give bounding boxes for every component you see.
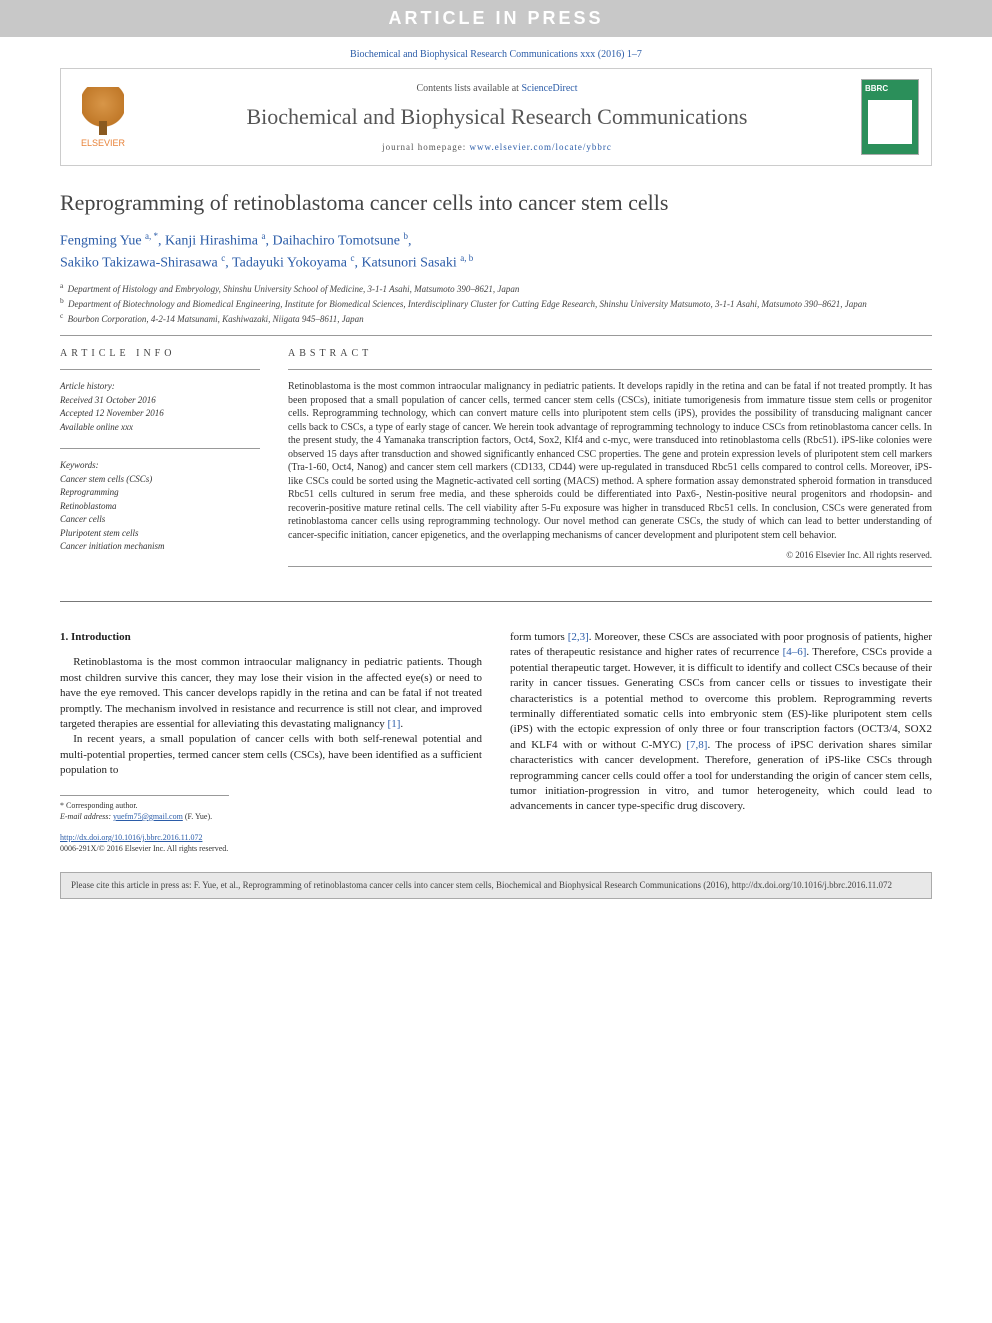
- author-mark: a, *: [145, 231, 158, 241]
- author: Daihachiro Tomotsune: [272, 234, 399, 249]
- publisher-name: ELSEVIER: [73, 138, 133, 148]
- keyword: Cancer stem cells (CSCs): [60, 473, 260, 487]
- contents-line: Contents lists available at ScienceDirec…: [133, 83, 861, 94]
- abstract-copyright: © 2016 Elsevier Inc. All rights reserved…: [288, 550, 932, 560]
- article-history: Article history: Received 31 October 201…: [60, 380, 260, 434]
- sciencedirect-link[interactable]: ScienceDirect: [521, 83, 577, 94]
- top-citation: Biochemical and Biophysical Research Com…: [0, 49, 992, 60]
- author-mark: b: [403, 231, 408, 241]
- abstract-text: Retinoblastoma is the most common intrao…: [288, 380, 932, 542]
- article-in-press-banner: ARTICLE IN PRESS: [0, 0, 992, 37]
- para-text: In recent years, a small population of c…: [60, 733, 482, 776]
- publisher-logo: ELSEVIER: [73, 87, 133, 148]
- divider: [60, 335, 932, 336]
- author-email-link[interactable]: yuefm75@gmail.com: [113, 812, 183, 821]
- article-title: Reprogramming of retinoblastoma cancer c…: [60, 190, 932, 216]
- please-cite-box: Please cite this article in press as: F.…: [60, 872, 932, 899]
- para-text: Retinoblastoma is the most common intrao…: [60, 656, 482, 730]
- header-center: Contents lists available at ScienceDirec…: [133, 83, 861, 152]
- abstract-column: ABSTRACT Retinoblastoma is the most comm…: [288, 348, 932, 577]
- affil-mark: b: [60, 296, 64, 305]
- keyword: Reprogramming: [60, 486, 260, 500]
- para-text: form tumors [2,3]. Moreover, these CSCs …: [510, 631, 932, 812]
- body-paragraph: form tumors [2,3]. Moreover, these CSCs …: [510, 630, 932, 815]
- doi-link[interactable]: http://dx.doi.org/10.1016/j.bbrc.2016.11…: [60, 833, 202, 842]
- corresponding-label: * Corresponding author.: [60, 800, 482, 811]
- homepage-link[interactable]: www.elsevier.com/locate/ybbrc: [470, 142, 612, 152]
- author-mark: c: [350, 253, 354, 263]
- affiliation: Department of Biotechnology and Biomedic…: [68, 299, 867, 309]
- history-item: Accepted 12 November 2016: [60, 407, 260, 421]
- history-item: Available online xxx: [60, 421, 260, 435]
- author: Katsunori Sasaki: [361, 255, 456, 270]
- history-label: Article history:: [60, 380, 260, 394]
- author-mark: a: [261, 231, 265, 241]
- article-info-heading: ARTICLE INFO: [60, 348, 260, 359]
- divider: [288, 566, 932, 567]
- homepage-line: journal homepage: www.elsevier.com/locat…: [133, 142, 861, 152]
- email-label: E-mail address:: [60, 812, 113, 821]
- keywords-block: Keywords: Cancer stem cells (CSCs) Repro…: [60, 459, 260, 554]
- keyword: Retinoblastoma: [60, 500, 260, 514]
- affiliation: Department of Histology and Embryology, …: [68, 284, 520, 294]
- keyword: Cancer initiation mechanism: [60, 540, 260, 554]
- affil-mark: a: [60, 281, 63, 290]
- author: Sakiko Takizawa-Shirasawa: [60, 255, 218, 270]
- author-mark: a, b: [460, 253, 473, 263]
- abstract-heading: ABSTRACT: [288, 348, 932, 359]
- affiliation: Bourbon Corporation, 4-2-14 Matsunami, K…: [68, 314, 364, 324]
- left-column: 1. Introduction Retinoblastoma is the mo…: [60, 630, 482, 854]
- author: Tadayuki Yokoyama: [232, 255, 347, 270]
- affil-mark: c: [60, 311, 63, 320]
- corresponding-footnote: * Corresponding author. E-mail address: …: [60, 800, 482, 822]
- journal-header: ELSEVIER Contents lists available at Sci…: [60, 68, 932, 166]
- history-item: Received 31 October 2016: [60, 394, 260, 408]
- authors-list: Fengming Yue a, *, Kanji Hirashima a, Da…: [60, 230, 932, 273]
- author: Kanji Hirashima: [165, 234, 258, 249]
- doi-footnote: http://dx.doi.org/10.1016/j.bbrc.2016.11…: [60, 832, 482, 854]
- section-divider: [60, 601, 932, 602]
- journal-title: Biochemical and Biophysical Research Com…: [133, 104, 861, 130]
- contents-label: Contents lists available at: [416, 83, 521, 94]
- author-mark: c: [221, 253, 225, 263]
- affiliations: a Department of Histology and Embryology…: [60, 281, 932, 325]
- keyword: Cancer cells: [60, 513, 260, 527]
- keywords-label: Keywords:: [60, 459, 260, 473]
- journal-cover-thumbnail: [861, 79, 919, 155]
- elsevier-tree-icon: [82, 87, 124, 135]
- homepage-label: journal homepage:: [382, 142, 469, 152]
- author: Fengming Yue: [60, 234, 142, 249]
- right-column: form tumors [2,3]. Moreover, these CSCs …: [510, 630, 932, 854]
- article-info-column: ARTICLE INFO Article history: Received 3…: [60, 348, 260, 577]
- body-paragraph: In recent years, a small population of c…: [60, 732, 482, 778]
- body-paragraph: Retinoblastoma is the most common intrao…: [60, 655, 482, 732]
- intro-heading: 1. Introduction: [60, 630, 482, 645]
- divider: [288, 369, 932, 370]
- email-paren: (F. Yue).: [183, 812, 212, 821]
- divider: [60, 448, 260, 449]
- footnote-rule: [60, 795, 229, 796]
- body-two-column: 1. Introduction Retinoblastoma is the mo…: [60, 630, 932, 854]
- issn-line: 0006-291X/© 2016 Elsevier Inc. All right…: [60, 844, 228, 853]
- keyword: Pluripotent stem cells: [60, 527, 260, 541]
- divider: [60, 369, 260, 370]
